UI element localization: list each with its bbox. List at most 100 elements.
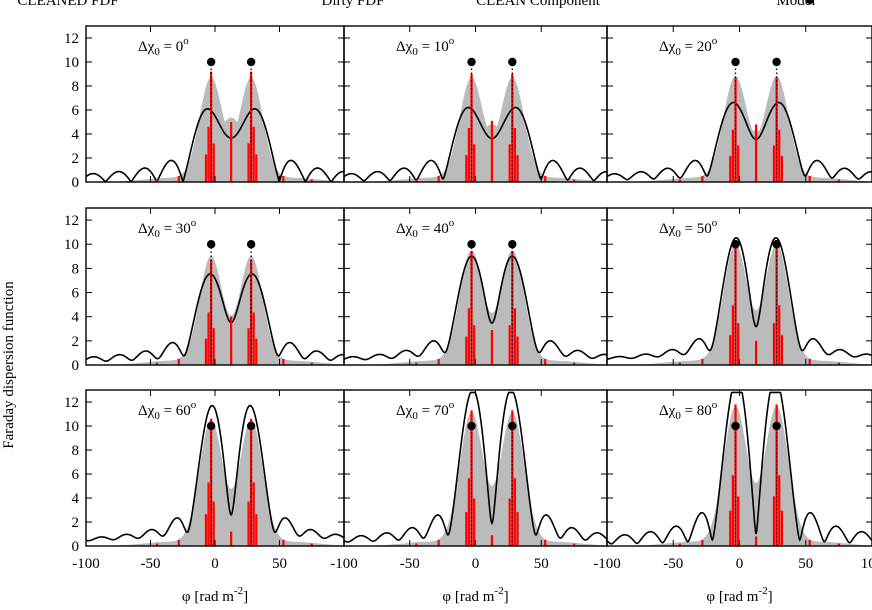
- cleaned-fdf-area: [607, 244, 872, 365]
- model-point: [206, 421, 216, 431]
- model-point: [246, 57, 256, 67]
- panel-dchi-50: Δχ0 = 50o: [606, 207, 872, 366]
- x-tick-label: -100: [593, 556, 621, 572]
- panel-dchi-80: -100 -50 0 50 100 Δχ0 = 80o: [593, 389, 872, 572]
- x-tick-label: 0: [211, 556, 219, 572]
- model-point: [772, 240, 781, 249]
- cleaned-fdf-area: [344, 412, 607, 546]
- y-tick-label: 0: [72, 358, 80, 374]
- panel-dchi-60: 0 2 4 6 8 10 12 -100 -50 0 50 Δχ0 = 60o: [64, 389, 345, 572]
- x-axis-label: φ [rad m-2]: [182, 585, 248, 605]
- x-tick-label: -50: [663, 556, 683, 572]
- model-point: [206, 57, 216, 67]
- y-tick-label: 8: [72, 443, 80, 459]
- y-tick-label: 12: [64, 395, 79, 411]
- y-tick-label: 6: [72, 286, 80, 302]
- y-tick-label: 2: [72, 151, 80, 167]
- panel-plot-area: [344, 391, 607, 546]
- panel-label: Δχ0 = 50o: [659, 217, 718, 240]
- y-tick-label: 8: [72, 261, 80, 277]
- dirty-fdf-line: [86, 404, 344, 542]
- legend-label: Model: [776, 0, 815, 9]
- model-point: [731, 421, 740, 431]
- panel-dchi-0: 0 2 4 6 8 10 12 Δχ0 = 0o: [64, 25, 345, 191]
- legend-label: Dirty FDF: [322, 0, 385, 9]
- panels: 0 2 4 6 8 10 12 Δχ0 = 0o Δχ0 = 10o Δχ0 = 20o 0 2 4 6 8…: [64, 25, 872, 572]
- x-axis-label: φ [rad m-2]: [442, 585, 508, 605]
- y-tick-label: 12: [64, 31, 79, 47]
- y-tick-label: 10: [64, 237, 79, 253]
- legend-item: CLEANED FDF: [17, 0, 118, 9]
- y-tick-label: 2: [72, 334, 80, 350]
- panel-plot-area: [607, 391, 872, 546]
- panel-label: Δχ0 = 40o: [396, 217, 455, 240]
- panel-label: Δχ0 = 80o: [659, 399, 718, 422]
- panel-label: Δχ0 = 10o: [396, 35, 455, 58]
- y-tick-label: 10: [64, 55, 79, 71]
- y-tick-label: 8: [72, 79, 80, 95]
- model-point: [731, 240, 740, 249]
- y-axis-label: Faraday dispersion function: [1, 281, 17, 449]
- x-tick-label: -100: [330, 556, 358, 572]
- panel-plot-area: [86, 404, 344, 546]
- legend-label: CLEANED FDF: [17, 0, 118, 9]
- y-tick-label: 4: [72, 310, 80, 326]
- legend-item: Dirty FDF: [322, 0, 385, 9]
- legend-item: CLEAN Component: [476, 0, 601, 9]
- panel-dchi-20: Δχ0 = 20o: [606, 25, 872, 183]
- panel-label: Δχ0 = 0o: [138, 35, 189, 58]
- y-tick-label: 0: [72, 539, 80, 555]
- dirty-fdf-line: [344, 255, 607, 361]
- cleaned-fdf-area: [344, 77, 607, 182]
- dirty-fdf-line: [344, 106, 607, 182]
- model-point: [508, 421, 517, 431]
- x-tick-label: 100: [861, 556, 872, 572]
- cleaned-fdf-area: [344, 250, 607, 365]
- panel-plot-area: [607, 237, 872, 365]
- x-tick-label: -50: [400, 556, 420, 572]
- panel-dchi-30: 0 2 4 6 8 10 12 Δχ0 = 30o: [64, 207, 345, 374]
- x-axis-labels: φ [rad m-2] φ [rad m-2] φ [rad m-2]: [182, 585, 773, 605]
- cleaned-fdf-area: [86, 77, 344, 182]
- dirty-fdf-line: [607, 101, 872, 181]
- x-tick-label: -50: [141, 556, 161, 572]
- model-point: [508, 57, 517, 67]
- y-tick-label: 0: [72, 175, 80, 191]
- dirty-fdf-line: [607, 237, 872, 360]
- model-point: [731, 57, 740, 67]
- cleaned-fdf-area: [607, 76, 872, 182]
- dirty-fdf-line: [86, 273, 344, 362]
- panel-plot-area: [344, 244, 607, 365]
- y-tick-label: 2: [72, 515, 80, 531]
- x-tick-label: 0: [472, 556, 480, 572]
- panel-plot-area: [344, 62, 607, 182]
- cleaned-fdf-area: [86, 256, 344, 365]
- cleaned-fdf-area: [86, 419, 344, 546]
- panel-label: Δχ0 = 30o: [138, 217, 197, 240]
- panel-label: Δχ0 = 70o: [396, 399, 455, 422]
- model-point: [467, 421, 476, 431]
- x-tick-label: 0: [736, 556, 744, 572]
- x-tick-label: 50: [272, 556, 287, 572]
- model-point: [772, 57, 781, 67]
- model-point: [467, 240, 476, 249]
- y-tick-label: 10: [64, 419, 79, 435]
- model-point: [246, 421, 256, 431]
- legend-item: Model: [776, 0, 816, 9]
- panel-plot-area: [86, 62, 344, 182]
- panel-label: Δχ0 = 20o: [659, 35, 718, 58]
- x-tick-label: 50: [798, 556, 813, 572]
- x-axis-label: φ [rad m-2]: [706, 585, 772, 605]
- dirty-fdf-line: [86, 108, 344, 182]
- y-tick-label: 6: [72, 467, 80, 483]
- panel-label: Δχ0 = 60o: [138, 399, 197, 422]
- model-point: [206, 240, 216, 249]
- model-point: [246, 240, 256, 249]
- model-point: [772, 421, 781, 431]
- x-tick-label: 50: [534, 556, 549, 572]
- x-tick-label: -100: [72, 556, 100, 572]
- panel-dchi-10: Δχ0 = 10o: [343, 25, 608, 183]
- y-tick-label: 6: [72, 103, 80, 119]
- panel-dchi-70: -100 -50 0 50 Δχ0 = 70o: [330, 389, 608, 572]
